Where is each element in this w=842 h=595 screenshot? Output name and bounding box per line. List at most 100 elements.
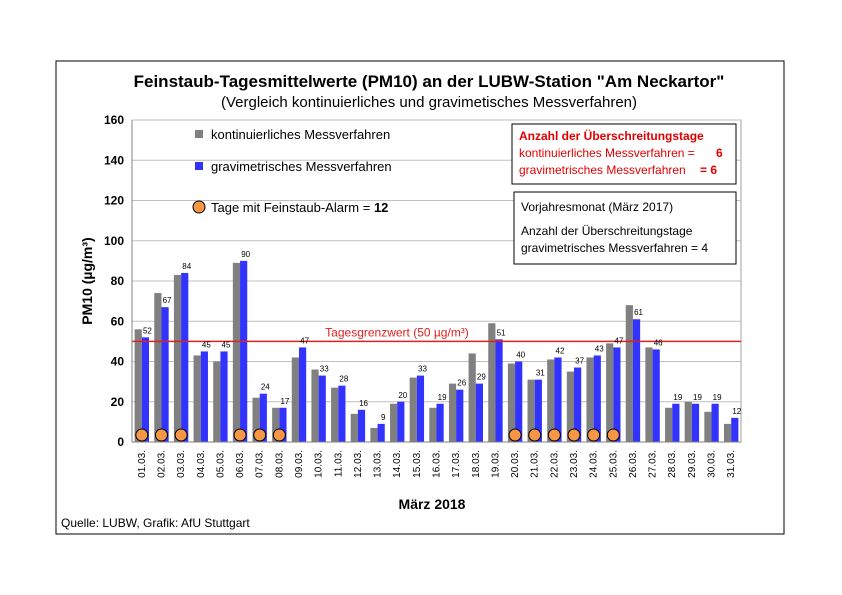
y-tick-label: 120: [104, 194, 124, 208]
bar-kontinuierlich: [173, 274, 182, 442]
x-tick-label: 09.03.: [294, 450, 305, 478]
data-label: 47: [300, 336, 309, 345]
x-tick-label: 03.03.: [176, 450, 187, 478]
legend-swatch-gravimetrisch: [195, 162, 203, 170]
x-axis-label: März 2018: [399, 496, 466, 512]
previous-year-box-frame: [513, 191, 737, 265]
source-note: Quelle: LUBW, Grafik: AfU Stuttgart: [61, 516, 250, 530]
bar-gravimetrisch: [711, 403, 719, 442]
bar-kontinuierlich: [704, 411, 712, 442]
bar-gravimetrisch: [593, 355, 601, 442]
bar-gravimetrisch: [161, 307, 169, 442]
bar-gravimetrisch: [259, 393, 267, 442]
legend: kontinuierliches Messverfahren gravimetr…: [192, 127, 392, 215]
bar-kontinuierlich: [390, 403, 398, 442]
threshold-label: Tagesgrenzwert (50 µg/m³): [325, 325, 469, 339]
bar-kontinuierlich: [252, 397, 260, 442]
alarm-marker: [528, 428, 542, 442]
chart-title: Feinstaub-Tagesmittelwerte (PM10) an der…: [134, 72, 725, 91]
x-tick-label: 04.03.: [196, 450, 207, 478]
x-tick-label: 27.03.: [648, 450, 659, 478]
y-tick-label: 60: [111, 314, 125, 328]
x-tick-label: 17.03.: [451, 450, 462, 478]
bar-kontinuierlich: [723, 423, 732, 442]
bar-gravimetrisch: [691, 403, 700, 442]
bar-gravimetrisch: [181, 272, 189, 442]
bar-kontinuierlich: [193, 355, 201, 442]
alarm-marker: [272, 428, 286, 442]
bar-kontinuierlich: [291, 357, 299, 442]
bar-gravimetrisch: [200, 351, 208, 442]
bar-gravimetrisch: [338, 385, 346, 442]
x-tick-label: 19.03.: [490, 450, 501, 478]
x-tick-label: 18.03.: [471, 450, 482, 478]
legend-label-gravimetrisch: gravimetrisches Messverfahren: [211, 159, 392, 174]
bar-gravimetrisch: [377, 423, 385, 442]
x-tick-label: 30.03.: [707, 450, 718, 478]
data-label: 33: [418, 365, 427, 374]
data-label: 43: [595, 344, 604, 353]
x-tick-label: 14.03.: [392, 450, 403, 478]
bar-kontinuierlich: [134, 329, 142, 442]
alarm-marker: [547, 428, 561, 442]
bar-gravimetrisch: [357, 409, 366, 442]
data-label: 67: [163, 296, 172, 305]
y-tick-label: 20: [111, 395, 125, 409]
x-tick-label: 31.03.: [726, 450, 737, 478]
previous-year-line1: Vorjahresmonat (März 2017): [521, 200, 673, 214]
bar-kontinuierlich: [586, 357, 594, 442]
data-label: 17: [280, 397, 289, 406]
y-tick-label: 40: [111, 355, 125, 369]
bar-gravimetrisch: [652, 349, 660, 442]
bar-series: [134, 260, 739, 442]
bar-kontinuierlich: [272, 407, 280, 442]
data-label: 90: [241, 250, 250, 259]
exceedance-line-kont: kontinuierliches Messverfahren =: [519, 146, 695, 160]
data-label: 45: [202, 340, 211, 349]
alarm-marker: [567, 428, 581, 442]
data-label: 45: [222, 340, 231, 349]
bar-gravimetrisch: [475, 383, 483, 442]
alarm-marker: [253, 428, 267, 442]
bar-kontinuierlich: [350, 413, 358, 442]
x-tick-label: 23.03.: [569, 450, 580, 478]
bar-kontinuierlich: [154, 293, 162, 442]
data-label: 26: [457, 379, 466, 388]
bar-gravimetrisch: [220, 351, 228, 442]
y-tick-label: 80: [111, 274, 125, 288]
previous-year-box: Vorjahresmonat (März 2017) Anzahl der Üb…: [513, 191, 737, 265]
x-tick-label: 25.03.: [608, 450, 619, 478]
bar-kontinuierlich: [547, 359, 555, 442]
exceedance-box-frame: [511, 123, 737, 185]
bar-gravimetrisch: [574, 367, 582, 442]
bar-gravimetrisch: [731, 417, 739, 442]
bar-kontinuierlich: [409, 377, 417, 442]
bar-kontinuierlich: [684, 401, 692, 442]
data-label: 61: [634, 308, 643, 317]
y-tick-label: 160: [104, 113, 124, 127]
previous-year-line2: Anzahl der Überschreitungstage: [521, 224, 693, 238]
bar-kontinuierlich: [448, 383, 457, 442]
x-tick-label: 13.03.: [373, 450, 384, 478]
data-label: 19: [693, 393, 702, 402]
data-label: 33: [320, 365, 329, 374]
y-tick-label: 100: [104, 234, 124, 248]
x-tick-label: 26.03.: [628, 450, 639, 478]
legend-label-alarm: Tage mit Feinstaub-Alarm = 12: [211, 200, 388, 215]
bar-gravimetrisch: [456, 389, 464, 442]
y-tick-label: 140: [104, 153, 124, 167]
bar-gravimetrisch: [240, 260, 248, 442]
exceedance-box: Anzahl der Überschreitungstage kontinuie…: [511, 123, 737, 185]
data-label: 51: [497, 328, 506, 337]
bar-gravimetrisch: [495, 339, 503, 442]
alarm-marker: [508, 428, 522, 442]
bar-gravimetrisch: [298, 347, 307, 442]
x-tick-label: 24.03.: [589, 450, 600, 478]
data-labels: 52 67 84 45 45 90 24 17 47 33 28 16 9 20 33 19 26 29 51 40 3…: [143, 250, 742, 422]
legend-alarm-marker: [192, 200, 206, 214]
bar-kontinuierlich: [468, 353, 476, 442]
data-label: 28: [339, 375, 348, 384]
bar-gravimetrisch: [554, 357, 562, 442]
data-label: 12: [732, 407, 741, 416]
